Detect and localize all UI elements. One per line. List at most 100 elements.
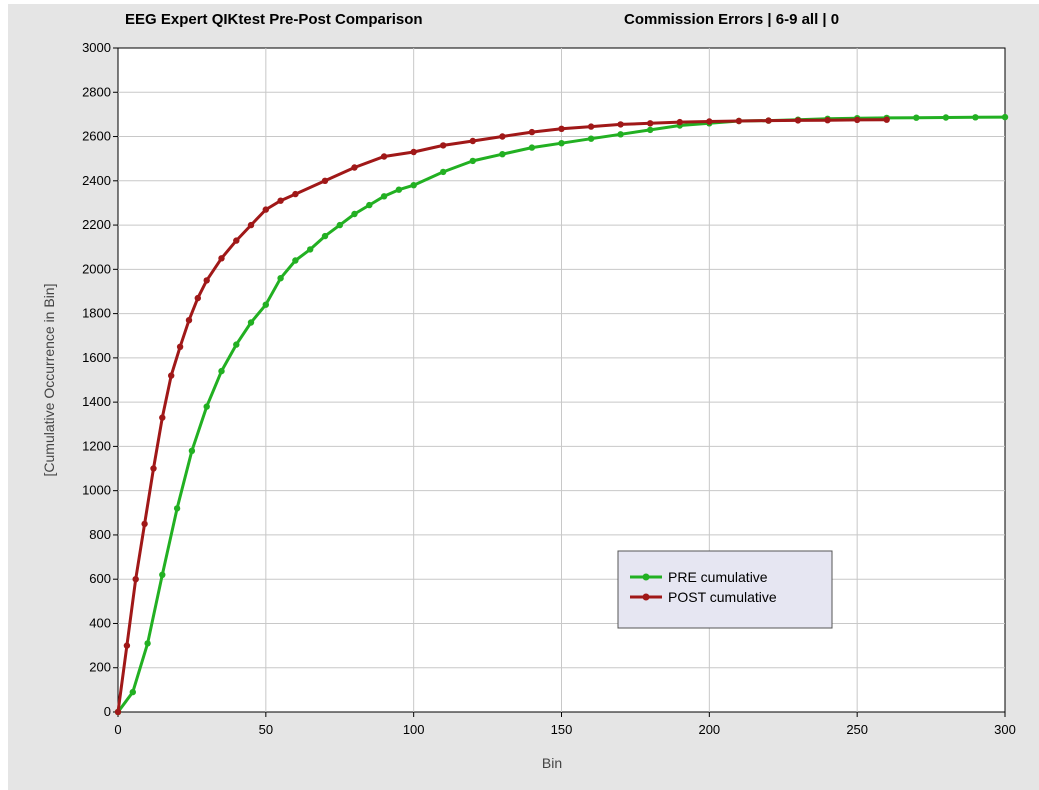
x-tick-label: 0: [114, 722, 121, 737]
data-point: [218, 255, 225, 262]
data-point: [307, 246, 314, 253]
x-tick-label: 150: [551, 722, 573, 737]
data-point: [380, 153, 388, 160]
data-point: [141, 520, 148, 528]
data-point: [292, 257, 299, 264]
y-tick-label: 2800: [82, 84, 111, 99]
data-point: [735, 117, 743, 125]
y-tick-label: 400: [89, 615, 111, 630]
data-point: [150, 465, 157, 472]
data-point: [395, 186, 403, 193]
y-tick-label: 1200: [82, 438, 111, 453]
data-point: [942, 114, 950, 121]
legend-marker: [642, 573, 650, 581]
x-tick-label: 250: [846, 722, 868, 737]
series-group: [114, 113, 1009, 716]
data-point: [203, 403, 210, 410]
data-point: [794, 117, 802, 124]
y-tick-label: 1600: [82, 350, 111, 365]
legend-marker: [642, 593, 650, 601]
y-tick-label: 800: [89, 527, 111, 542]
y-tick-label: 2000: [82, 261, 111, 276]
y-axis-label: [Cumulative Occurrence in Bin]: [41, 284, 57, 477]
data-point: [1001, 113, 1009, 121]
data-point: [410, 182, 417, 189]
chart-subtitle: Commission Errors | 6-9 all | 0: [624, 11, 839, 28]
data-point: [262, 206, 269, 213]
data-point: [262, 301, 269, 308]
data-point: [440, 142, 447, 149]
data-point: [558, 140, 565, 147]
data-point: [854, 116, 861, 124]
data-point: [185, 317, 193, 324]
legend-label: POST cumulative: [668, 589, 777, 605]
data-point: [336, 221, 343, 229]
x-axis-ticks: 0 50 100 150 200 250 300: [114, 712, 1016, 737]
data-point: [410, 148, 417, 156]
data-point: [159, 571, 166, 578]
y-tick-label: 2600: [82, 129, 111, 144]
legend-label: PRE cumulative: [668, 569, 768, 585]
data-point: [159, 414, 166, 421]
data-point: [351, 210, 358, 218]
data-point: [203, 277, 210, 284]
data-point: [144, 640, 151, 647]
data-point: [129, 688, 136, 696]
data-point: [292, 190, 299, 198]
x-tick-label: 100: [403, 722, 425, 737]
x-axis-label: Bin: [542, 755, 562, 771]
data-point: [176, 343, 184, 350]
y-tick-label: 2200: [82, 217, 111, 232]
data-point: [647, 126, 654, 134]
x-tick-label: 50: [259, 722, 273, 737]
data-point: [617, 131, 624, 138]
y-tick-label: 1000: [82, 483, 111, 498]
data-point: [168, 372, 175, 379]
data-point: [617, 121, 624, 128]
data-point: [114, 708, 122, 716]
x-tick-label: 200: [698, 722, 720, 737]
y-tick-label: 1400: [82, 394, 111, 409]
data-point: [321, 177, 329, 184]
y-tick-label: 200: [89, 660, 111, 675]
data-point: [440, 168, 447, 176]
data-point: [380, 193, 388, 200]
data-point: [194, 294, 201, 302]
data-point: [883, 116, 890, 123]
data-point: [706, 118, 713, 125]
data-point: [321, 232, 329, 240]
data-point: [247, 221, 255, 229]
series-post: [114, 116, 890, 716]
data-point: [587, 123, 595, 130]
data-point: [765, 117, 772, 124]
data-point: [972, 114, 979, 121]
data-point: [351, 164, 358, 171]
data-point: [587, 135, 595, 142]
legend: PRE cumulative POST cumulative: [617, 550, 833, 629]
data-point: [233, 237, 240, 244]
data-point: [123, 642, 131, 649]
legend-box: [617, 550, 833, 629]
x-tick-label: 300: [994, 722, 1016, 737]
y-tick-label: 1800: [82, 306, 111, 321]
y-tick-label: 600: [89, 571, 111, 586]
data-point: [528, 144, 536, 151]
data-point: [499, 133, 506, 140]
data-point: [558, 125, 565, 132]
data-point: [132, 576, 139, 583]
data-point: [247, 319, 255, 326]
data-point: [647, 120, 654, 127]
data-point: [173, 505, 181, 512]
data-point: [218, 367, 225, 375]
data-point: [469, 157, 476, 165]
data-point: [528, 128, 536, 136]
data-point: [233, 341, 240, 348]
data-point: [277, 197, 284, 204]
y-tick-label: 0: [104, 704, 111, 719]
grid-lines: [118, 48, 1005, 712]
y-tick-label: 2400: [82, 173, 111, 188]
y-axis-ticks: 0 200 400 600 800 1000 1200 1400 1600 1800 2000 220…: [82, 40, 118, 719]
data-point: [277, 275, 284, 282]
